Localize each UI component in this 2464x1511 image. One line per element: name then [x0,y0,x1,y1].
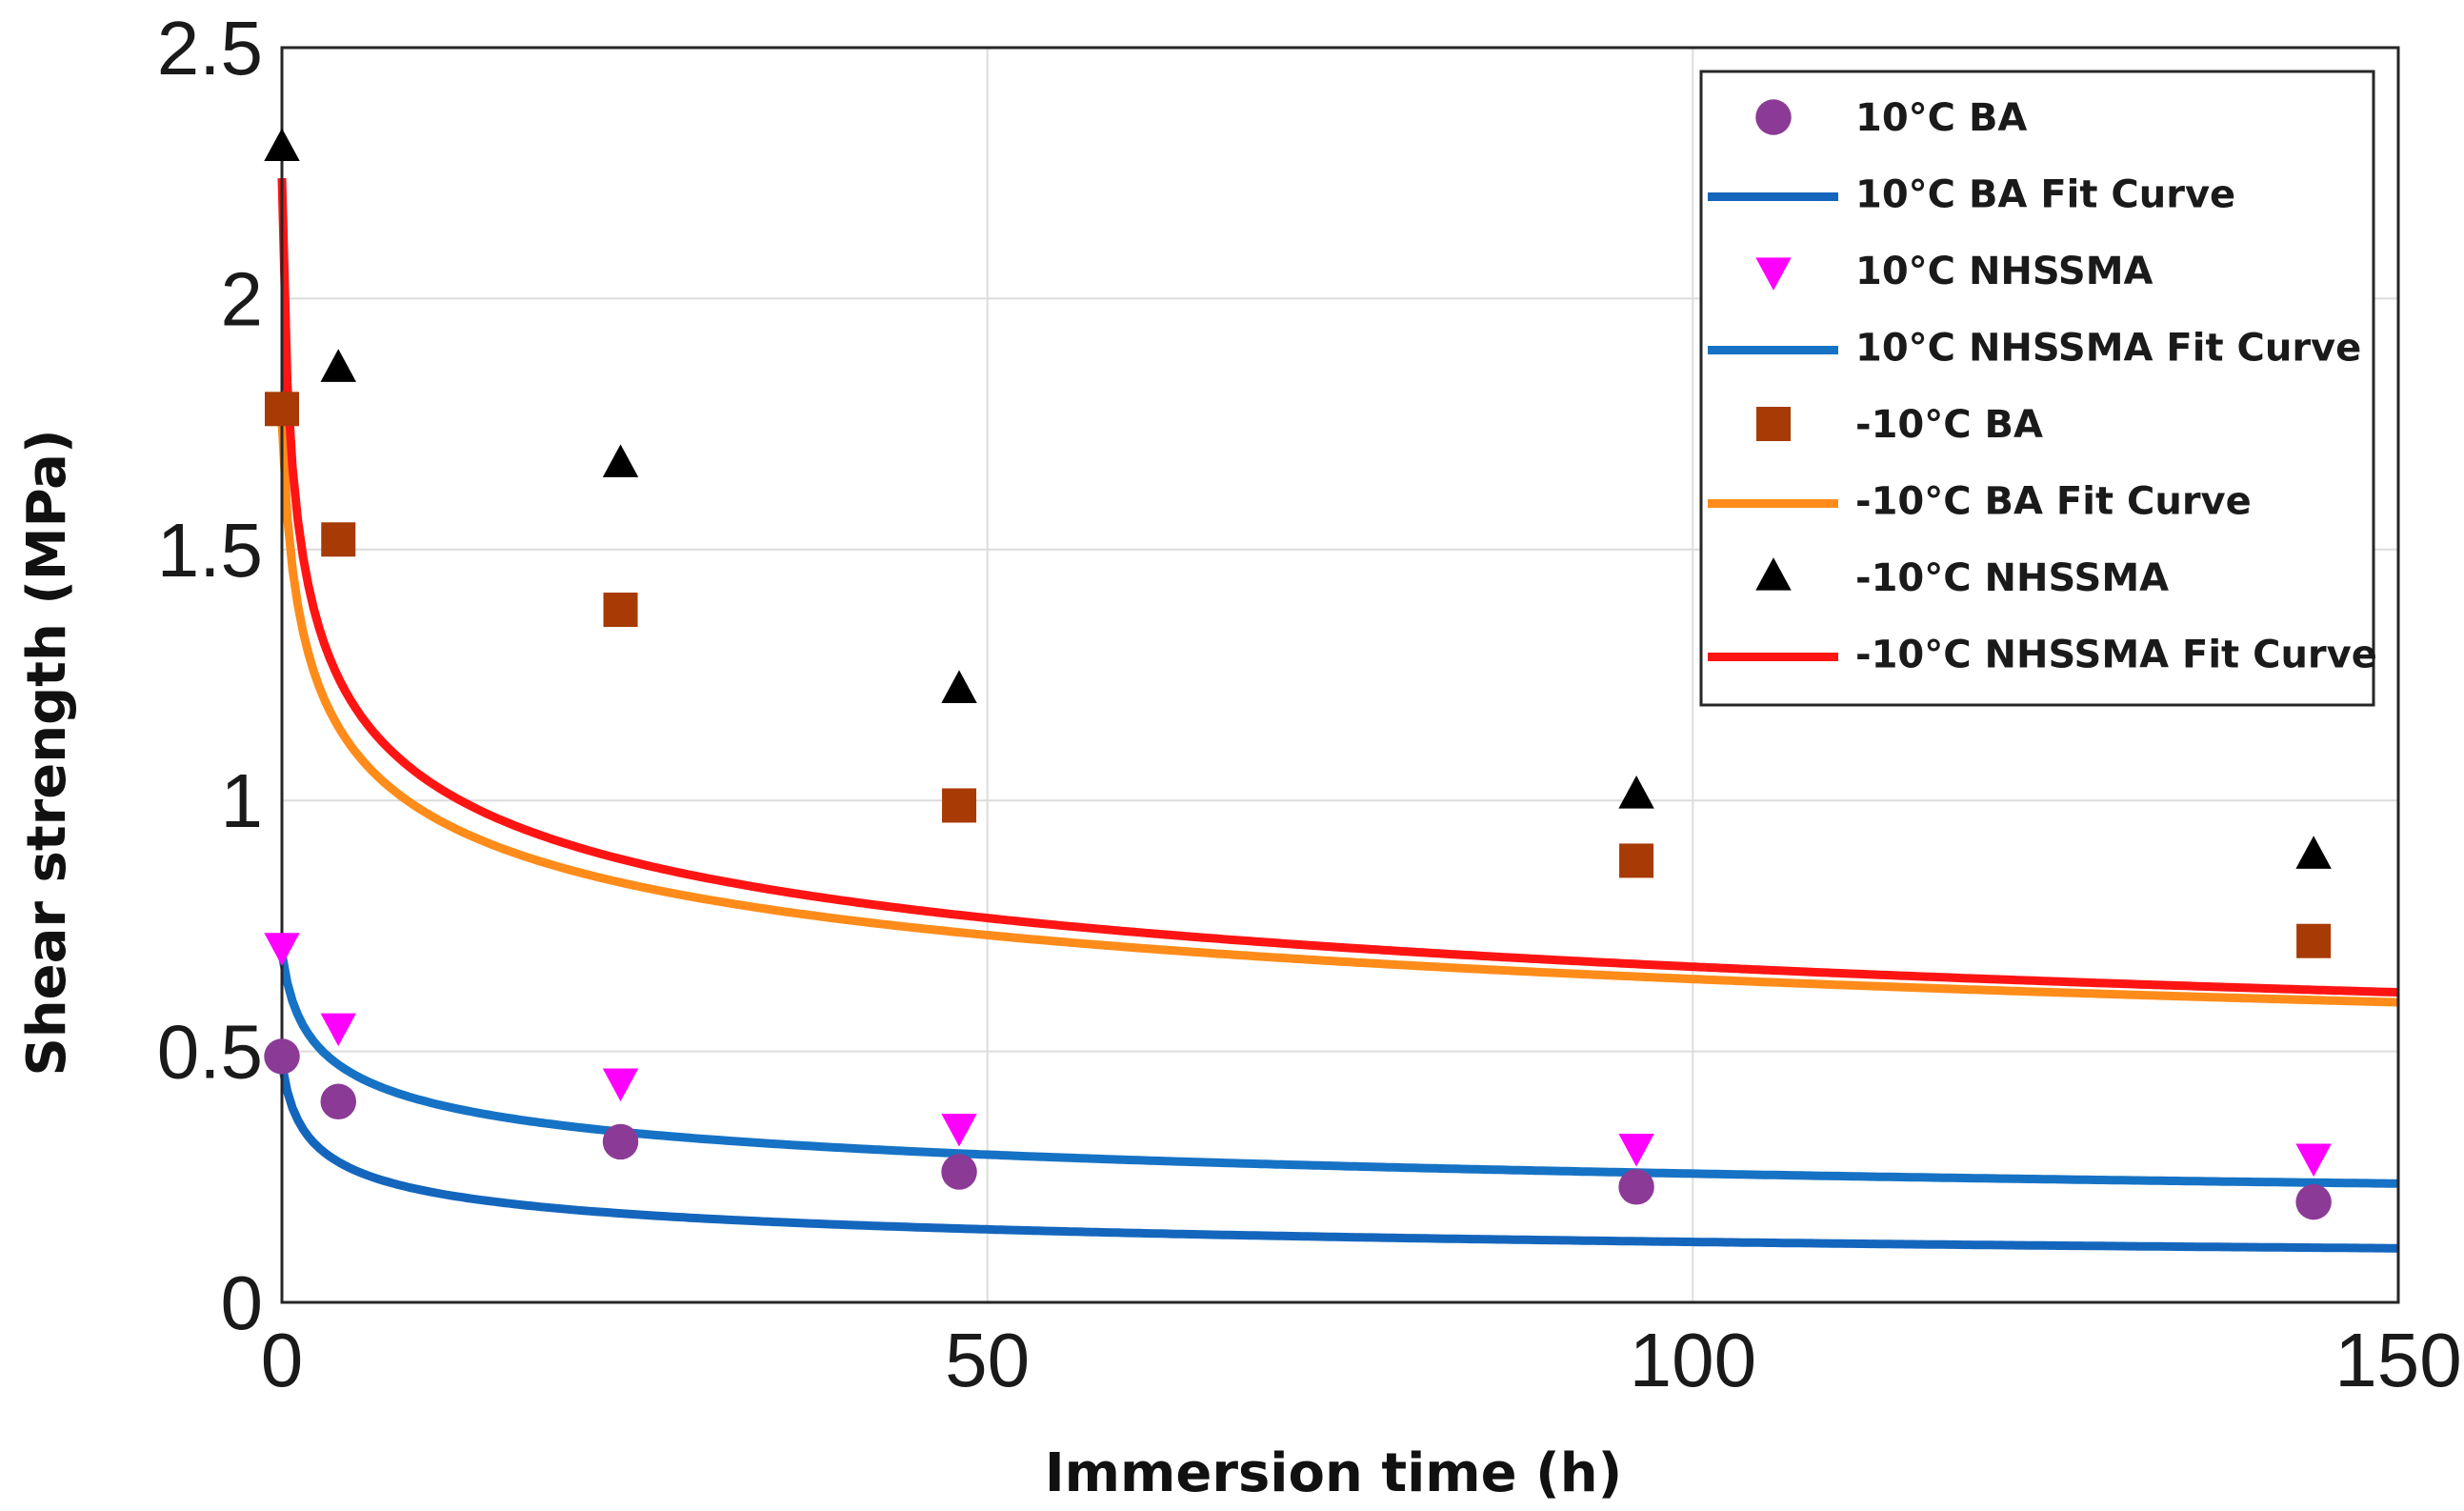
y-tick-label: 2.5 [157,6,263,91]
y-tick-label: 0 [221,1260,264,1345]
data-point [1618,776,1654,809]
x-tick-label: 100 [1630,1318,1756,1402]
legend-label: -10°C BA [1855,403,2043,447]
legend-label: 10°C BA Fit Curve [1855,173,2235,217]
y-tick-label: 2 [221,256,264,341]
data-point [941,670,977,703]
data-point [320,349,356,382]
data-point [265,392,299,427]
data-point [602,1123,639,1160]
data-point [320,1083,356,1119]
data-point [941,1154,977,1190]
data-point [602,444,639,477]
y-axis-title: Shear strength (MPa) [16,429,78,1076]
data-point [941,1113,977,1147]
data-point [602,1068,639,1102]
legend-swatch-marker [1755,557,1792,591]
data-point [264,1038,300,1075]
data-point [2295,1183,2332,1220]
data-markers [264,128,2332,1220]
fit-curve-5 [277,422,2399,1007]
data-point [264,128,300,162]
data-point [603,593,638,628]
legend-label: 10°C NHSSMA Fit Curve [1855,327,2361,371]
legend-box [1699,70,2375,707]
y-tick-label: 0.5 [157,1010,263,1095]
data-point [321,522,356,557]
legend-label: -10°C NHSSMA [1855,556,2169,600]
plot-area-frame [280,46,2400,1304]
data-point [1618,1169,1654,1205]
fit-curve-7 [277,177,2399,997]
y-tick-labels: 0 0.5 1 1.5 2 2.5 [157,6,263,1345]
data-point [320,1013,356,1047]
fit-curve-3 [277,953,2398,1188]
legend: 10°C BA 10°C BA Fit Curve 10°C NHSSMA 10°C … [1699,70,2377,707]
legend-label: 10°C BA [1855,96,2027,140]
data-point [2295,1143,2332,1178]
fit-curve-1 [277,1063,2398,1253]
y-tick-label: 1.5 [157,508,263,593]
x-axis-title: Immersion time (h) [1045,1442,1622,1504]
legend-swatch-marker [1756,407,1791,441]
data-point [2296,923,2332,958]
x-tick-label: 150 [2334,1318,2461,1402]
legend-label: 10°C NHSSMA [1855,250,2153,293]
y-tick-label: 1 [221,758,264,843]
x-tick-labels: 0 50 100 150 [261,1318,2462,1402]
legend-label: -10°C NHSSMA Fit Curve [1855,634,2377,677]
data-point [1619,843,1654,878]
x-tick-label: 0 [261,1318,304,1402]
data-point [942,788,977,823]
legend-swatch-marker [1755,257,1792,291]
legend-swatch-marker [1755,99,1792,135]
x-tick-label: 50 [945,1318,1030,1402]
data-point [1618,1134,1654,1167]
data-point [264,933,300,966]
legend-label: -10°C BA Fit Curve [1855,480,2252,524]
data-point [2295,836,2332,869]
